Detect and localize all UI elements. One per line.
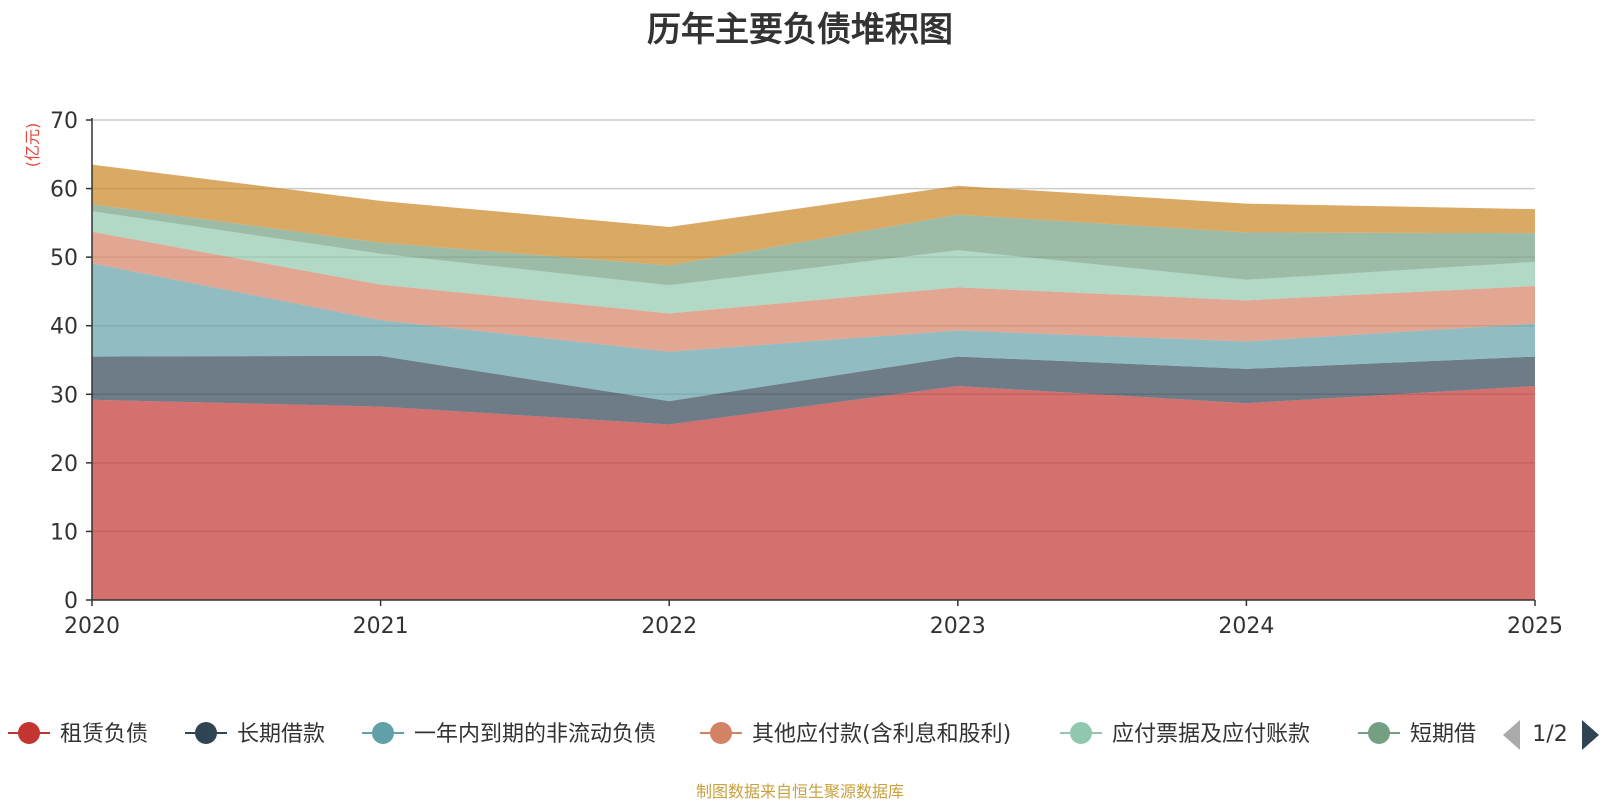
triangle-right-icon[interactable] [1582,720,1599,750]
legend-label: 一年内到期的非流动负债 [414,722,656,747]
legend-item-2[interactable]: 长期借款 [185,722,325,747]
area-series-3 [92,263,1535,402]
legend-marker [1368,722,1390,744]
legend-marker [18,722,40,744]
x-tick-label: 2020 [64,614,120,639]
y-tick-label: 30 [50,383,78,408]
area-series-6 [92,204,1535,286]
y-tick-label: 0 [64,589,78,614]
area-series-group [92,164,1535,600]
area-series-7 [92,164,1535,266]
legend-item-4[interactable]: 其他应付款(含利息和股利) [700,722,1011,747]
legend-marker [372,722,394,744]
legend-item-6[interactable]: 短期借 [1358,722,1476,747]
legend-label: 租赁负债 [60,722,148,747]
area-series-1 [92,386,1535,600]
y-axis-unit-label: (亿元) [23,123,42,168]
y-tick-label: 40 [50,315,78,340]
legend-marker [1070,722,1092,744]
legend-label: 应付票据及应付账款 [1112,722,1310,747]
x-tick-label: 2021 [353,614,409,639]
chart-title: 历年主要负债堆积图 [647,10,953,50]
y-tick-label: 50 [50,246,78,271]
y-tick-label: 20 [50,452,78,477]
y-tick-label: 10 [50,520,78,545]
legend-page-indicator: 1/2 [1532,722,1567,747]
x-tick-label: 2022 [641,614,697,639]
legend-marker [195,722,217,744]
area-series-5 [92,211,1535,314]
x-tick-label: 2023 [930,614,986,639]
axes: 0 10 20 30 40 50 60 70 2020 2021 2022 2023 2024 2025 [50,109,1563,639]
legend-item-3[interactable]: 一年内到期的非流动负债 [362,722,656,747]
legend-label: 短期借 [1410,722,1476,747]
y-tick-label: 70 [50,109,78,134]
legend-label: 其他应付款(含利息和股利) [752,722,1011,747]
x-tick-label: 2025 [1507,614,1563,639]
legend-item-1[interactable]: 租赁负债 [8,722,148,747]
legend-label: 长期借款 [237,722,325,747]
legend-item-5[interactable]: 应付票据及应付账款 [1060,722,1310,747]
legend: 租赁负债 长期借款 一年内到期的非流动负债 其他应付款(含利息和股利) 应付票据及应付账… [8,720,1599,750]
area-series-2 [92,355,1535,425]
y-tick-label: 60 [50,178,78,203]
triangle-left-icon[interactable] [1503,720,1520,750]
area-series-4 [92,231,1535,352]
data-source-footer: 制图数据来自恒生聚源数据库 [695,782,904,801]
legend-marker [710,722,732,744]
x-tick-label: 2024 [1218,614,1274,639]
